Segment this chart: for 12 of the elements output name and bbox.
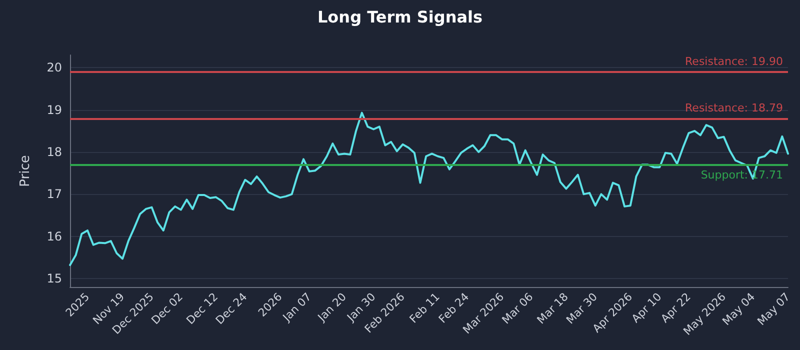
x-tick-label: Jan 07 bbox=[280, 290, 314, 325]
y-tick-label: 19 bbox=[46, 102, 62, 117]
line-series bbox=[69, 112, 789, 266]
y-tick-label: 20 bbox=[46, 60, 62, 75]
y-tick-label: 18 bbox=[46, 145, 62, 160]
y-tick-label: 15 bbox=[46, 272, 62, 286]
ref-line-label: Resistance: 19.90 bbox=[685, 54, 783, 68]
y-axis-title: Price bbox=[18, 155, 33, 187]
y-tick-label: 16 bbox=[46, 229, 62, 244]
chart-title: Long Term Signals bbox=[317, 8, 483, 26]
y-tick-label: 17 bbox=[46, 187, 62, 202]
ref-line-label: Resistance: 18.79 bbox=[685, 102, 783, 115]
